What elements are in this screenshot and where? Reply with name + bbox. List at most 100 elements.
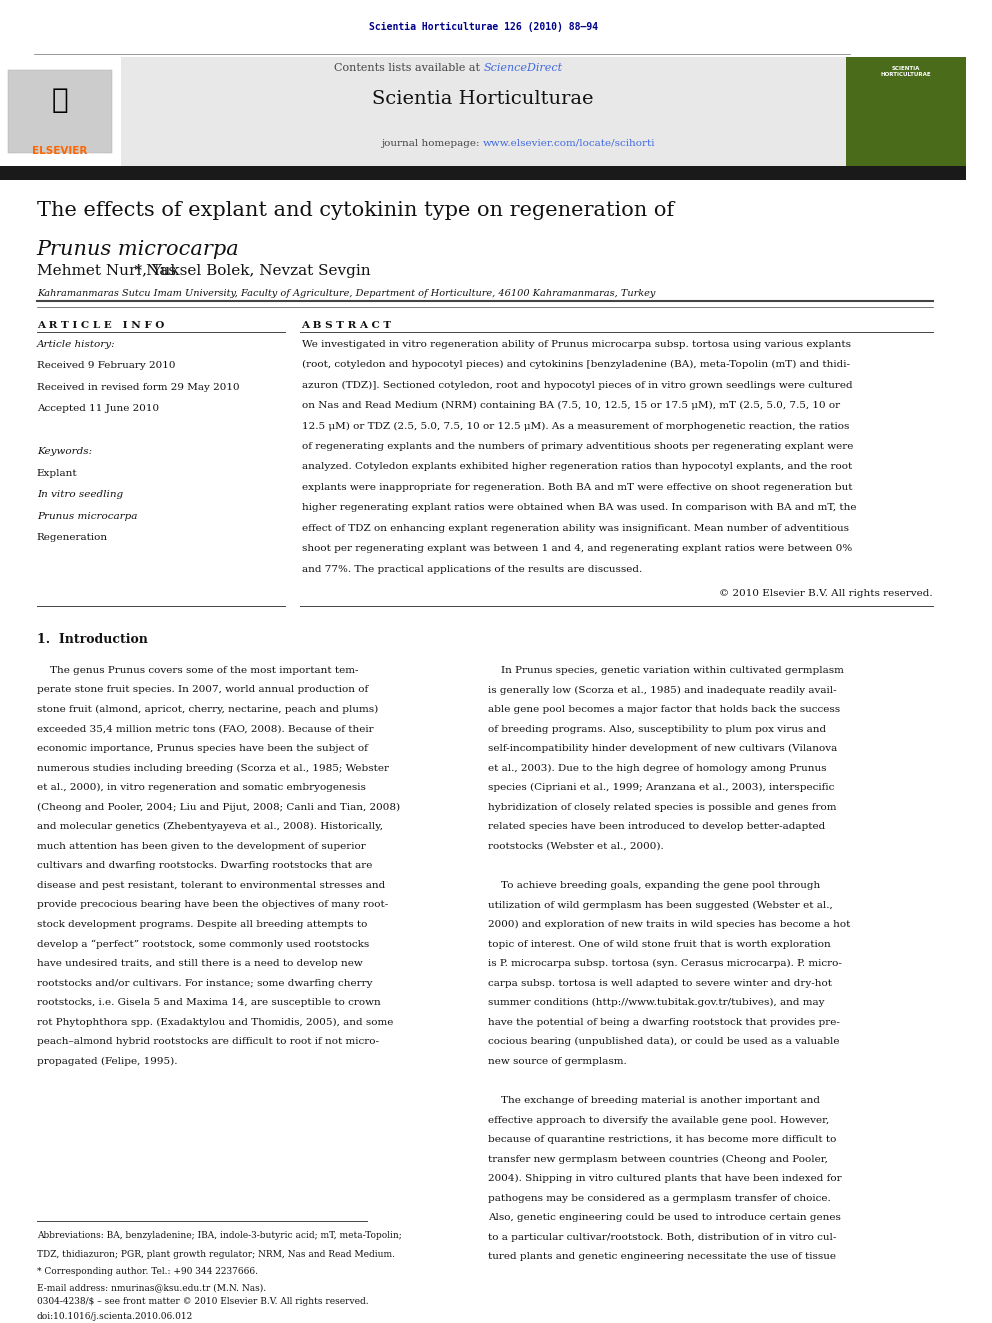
- Text: stock development programs. Despite all breeding attempts to: stock development programs. Despite all …: [37, 919, 367, 929]
- Text: and 77%. The practical applications of the results are discussed.: and 77%. The practical applications of t…: [302, 565, 642, 574]
- Bar: [8, 70, 112, 153]
- Text: Mehmet Nuri Nas: Mehmet Nuri Nas: [37, 265, 176, 278]
- Text: stone fruit (almond, apricot, cherry, nectarine, peach and plums): stone fruit (almond, apricot, cherry, ne…: [37, 705, 378, 714]
- Text: Scientia Horticulturae 126 (2010) 88–94: Scientia Horticulturae 126 (2010) 88–94: [369, 22, 598, 33]
- Text: ScienceDirect: ScienceDirect: [483, 64, 562, 73]
- Text: et al., 2003). Due to the high degree of homology among Prunus: et al., 2003). Due to the high degree of…: [488, 763, 826, 773]
- Bar: [121, 57, 845, 167]
- Text: We investigated in vitro regeneration ability of Prunus microcarpa subsp. tortos: We investigated in vitro regeneration ab…: [302, 340, 850, 348]
- Text: Scientia Horticulturae: Scientia Horticulturae: [372, 90, 594, 108]
- Text: (root, cotyledon and hypocotyl pieces) and cytokinins [benzyladenine (BA), meta-: (root, cotyledon and hypocotyl pieces) a…: [302, 360, 849, 369]
- Text: Kahramanmaras Sutcu Imam University, Faculty of Agriculture, Department of Horti: Kahramanmaras Sutcu Imam University, Fac…: [37, 290, 655, 298]
- Text: on Nas and Read Medium (NRM) containing BA (7.5, 10, 12.5, 15 or 17.5 μM), mT (2: on Nas and Read Medium (NRM) containing …: [302, 401, 839, 410]
- Text: E-mail address: nmurinas@ksu.edu.tr (M.N. Nas).: E-mail address: nmurinas@ksu.edu.tr (M.N…: [37, 1283, 266, 1291]
- Text: related species have been introduced to develop better-adapted: related species have been introduced to …: [488, 823, 825, 831]
- Text: effective approach to diversify the available gene pool. However,: effective approach to diversify the avai…: [488, 1115, 829, 1125]
- Text: © 2010 Elsevier B.V. All rights reserved.: © 2010 Elsevier B.V. All rights reserved…: [719, 589, 932, 598]
- Text: Received 9 February 2010: Received 9 February 2010: [37, 361, 176, 370]
- Bar: [0, 167, 966, 180]
- Text: TDZ, thidiazuron; PGR, plant growth regulator; NRM, Nas and Read Medium.: TDZ, thidiazuron; PGR, plant growth regu…: [37, 1250, 395, 1258]
- Text: journal homepage:: journal homepage:: [382, 139, 483, 148]
- Text: Also, genetic engineering could be used to introduce certain genes: Also, genetic engineering could be used …: [488, 1213, 841, 1222]
- Text: In Prunus species, genetic variation within cultivated germplasm: In Prunus species, genetic variation wit…: [488, 665, 844, 675]
- Text: The genus Prunus covers some of the most important tem-: The genus Prunus covers some of the most…: [37, 665, 358, 675]
- Text: In vitro seedling: In vitro seedling: [37, 491, 123, 499]
- Text: 0304-4238/$ – see front matter © 2010 Elsevier B.V. All rights reserved.: 0304-4238/$ – see front matter © 2010 El…: [37, 1298, 368, 1306]
- Text: et al., 2000), in vitro regeneration and somatic embryogenesis: et al., 2000), in vitro regeneration and…: [37, 783, 366, 792]
- Text: utilization of wild germplasm has been suggested (Webster et al.,: utilization of wild germplasm has been s…: [488, 901, 833, 910]
- Text: Keywords:: Keywords:: [37, 447, 92, 456]
- Text: 2004). Shipping in vitro cultured plants that have been indexed for: 2004). Shipping in vitro cultured plants…: [488, 1175, 841, 1183]
- Bar: [0, 57, 121, 167]
- Text: ELSEVIER: ELSEVIER: [32, 146, 87, 156]
- Text: *, Yuksel Bolek, Nevzat Sevgin: *, Yuksel Bolek, Nevzat Sevgin: [37, 265, 370, 278]
- Text: tured plants and genetic engineering necessitate the use of tissue: tured plants and genetic engineering nec…: [488, 1253, 836, 1261]
- Text: because of quarantine restrictions, it has become more difficult to: because of quarantine restrictions, it h…: [488, 1135, 836, 1144]
- Text: Abbreviations: BA, benzyladenine; IBA, indole-3-butyric acid; mT, meta-Topolin;: Abbreviations: BA, benzyladenine; IBA, i…: [37, 1232, 402, 1240]
- Text: peach–almond hybrid rootstocks are difficult to root if not micro-: peach–almond hybrid rootstocks are diffi…: [37, 1037, 379, 1046]
- Text: To achieve breeding goals, expanding the gene pool through: To achieve breeding goals, expanding the…: [488, 881, 820, 890]
- Text: Received in revised form 29 May 2010: Received in revised form 29 May 2010: [37, 382, 239, 392]
- Text: species (Cipriani et al., 1999; Aranzana et al., 2003), interspecific: species (Cipriani et al., 1999; Aranzana…: [488, 783, 834, 792]
- Text: A B S T R A C T: A B S T R A C T: [302, 321, 392, 329]
- Text: numerous studies including breeding (Scorza et al., 1985; Webster: numerous studies including breeding (Sco…: [37, 763, 389, 773]
- Text: carpa subsp. tortosa is well adapted to severe winter and dry-hot: carpa subsp. tortosa is well adapted to …: [488, 979, 832, 988]
- Text: much attention has been given to the development of superior: much attention has been given to the dev…: [37, 841, 365, 851]
- Text: 2000) and exploration of new traits in wild species has become a hot: 2000) and exploration of new traits in w…: [488, 919, 850, 929]
- Text: Prunus microcarpa: Prunus microcarpa: [37, 241, 239, 259]
- Text: SCIENTIA
HORTICULTURAE: SCIENTIA HORTICULTURAE: [881, 66, 931, 77]
- Text: perate stone fruit species. In 2007, world annual production of: perate stone fruit species. In 2007, wor…: [37, 685, 368, 695]
- Text: economic importance, Prunus species have been the subject of: economic importance, Prunus species have…: [37, 744, 368, 753]
- Text: disease and pest resistant, tolerant to environmental stresses and: disease and pest resistant, tolerant to …: [37, 881, 385, 890]
- Text: summer conditions (http://www.tubitak.gov.tr/tubives), and may: summer conditions (http://www.tubitak.go…: [488, 999, 824, 1007]
- Text: 12.5 μM) or TDZ (2.5, 5.0, 7.5, 10 or 12.5 μM). As a measurement of morphogeneti: 12.5 μM) or TDZ (2.5, 5.0, 7.5, 10 or 12…: [302, 422, 849, 430]
- Text: * Corresponding author. Tel.: +90 344 2237666.: * Corresponding author. Tel.: +90 344 22…: [37, 1267, 258, 1275]
- Text: hybridization of closely related species is possible and genes from: hybridization of closely related species…: [488, 803, 836, 812]
- Text: is generally low (Scorza et al., 1985) and inadequate readily avail-: is generally low (Scorza et al., 1985) a…: [488, 685, 836, 695]
- Text: transfer new germplasm between countries (Cheong and Pooler,: transfer new germplasm between countries…: [488, 1155, 828, 1164]
- Text: Article history:: Article history:: [37, 340, 115, 348]
- Text: Prunus microcarpa: Prunus microcarpa: [37, 512, 137, 521]
- Text: of regenerating explants and the numbers of primary adventitious shoots per rege: of regenerating explants and the numbers…: [302, 442, 853, 451]
- Text: exceeded 35,4 million metric tons (FAO, 2008). Because of their: exceeded 35,4 million metric tons (FAO, …: [37, 725, 373, 733]
- Text: The exchange of breeding material is another important and: The exchange of breeding material is ano…: [488, 1095, 820, 1105]
- Text: Contents lists available at: Contents lists available at: [333, 64, 483, 73]
- Text: have undesired traits, and still there is a need to develop new: have undesired traits, and still there i…: [37, 959, 362, 968]
- Text: shoot per regenerating explant was between 1 and 4, and regenerating explant rat: shoot per regenerating explant was betwe…: [302, 544, 852, 553]
- Text: The effects of explant and cytokinin type on regeneration of: The effects of explant and cytokinin typ…: [37, 201, 681, 220]
- Text: is P. microcarpa subsp. tortosa (syn. Cerasus microcarpa). P. micro-: is P. microcarpa subsp. tortosa (syn. Ce…: [488, 959, 842, 968]
- Text: provide precocious bearing have been the objectives of many root-: provide precocious bearing have been the…: [37, 901, 388, 909]
- Text: (Cheong and Pooler, 2004; Liu and Pijut, 2008; Canli and Tian, 2008): (Cheong and Pooler, 2004; Liu and Pijut,…: [37, 803, 400, 812]
- Text: azuron (TDZ)]. Sectioned cotyledon, root and hypocotyl pieces of in vitro grown : azuron (TDZ)]. Sectioned cotyledon, root…: [302, 381, 852, 389]
- Text: topic of interest. One of wild stone fruit that is worth exploration: topic of interest. One of wild stone fru…: [488, 939, 830, 949]
- Text: www.elsevier.com/locate/scihorti: www.elsevier.com/locate/scihorti: [483, 139, 656, 148]
- Text: pathogens may be considered as a germplasm transfer of choice.: pathogens may be considered as a germpla…: [488, 1193, 830, 1203]
- Text: cocious bearing (unpublished data), or could be used as a valuable: cocious bearing (unpublished data), or c…: [488, 1037, 839, 1046]
- Text: propagated (Felipe, 1995).: propagated (Felipe, 1995).: [37, 1057, 178, 1066]
- Text: of breeding programs. Also, susceptibility to plum pox virus and: of breeding programs. Also, susceptibili…: [488, 725, 826, 733]
- Text: rootstocks, i.e. Gisela 5 and Maxima 14, are susceptible to crown: rootstocks, i.e. Gisela 5 and Maxima 14,…: [37, 999, 381, 1007]
- Text: to a particular cultivar/rootstock. Both, distribution of in vitro cul-: to a particular cultivar/rootstock. Both…: [488, 1233, 836, 1242]
- Text: Explant: Explant: [37, 468, 77, 478]
- Text: Accepted 11 June 2010: Accepted 11 June 2010: [37, 404, 159, 413]
- Text: and molecular genetics (Zhebentyayeva et al., 2008). Historically,: and molecular genetics (Zhebentyayeva et…: [37, 823, 383, 831]
- Text: A R T I C L E   I N F O: A R T I C L E I N F O: [37, 321, 164, 329]
- Text: self-incompatibility hinder development of new cultivars (Vilanova: self-incompatibility hinder development …: [488, 744, 837, 753]
- Text: higher regenerating explant ratios were obtained when BA was used. In comparison: higher regenerating explant ratios were …: [302, 503, 856, 512]
- Text: cultivars and dwarfing rootstocks. Dwarfing rootstocks that are: cultivars and dwarfing rootstocks. Dwarf…: [37, 861, 372, 871]
- Text: effect of TDZ on enhancing explant regeneration ability was insignificant. Mean : effect of TDZ on enhancing explant regen…: [302, 524, 848, 533]
- Text: rootstocks and/or cultivars. For instance; some dwarfing cherry: rootstocks and/or cultivars. For instanc…: [37, 979, 372, 988]
- Text: have the potential of being a dwarfing rootstock that provides pre-: have the potential of being a dwarfing r…: [488, 1017, 840, 1027]
- Bar: [845, 57, 966, 167]
- Text: explants were inappropriate for regeneration. Both BA and mT were effective on s: explants were inappropriate for regenera…: [302, 483, 852, 492]
- Text: develop a “perfect” rootstock, some commonly used rootstocks: develop a “perfect” rootstock, some comm…: [37, 939, 369, 949]
- Text: new source of germplasm.: new source of germplasm.: [488, 1057, 627, 1066]
- Text: Regeneration: Regeneration: [37, 533, 108, 542]
- Text: 1.  Introduction: 1. Introduction: [37, 632, 148, 646]
- Text: doi:10.1016/j.scienta.2010.06.012: doi:10.1016/j.scienta.2010.06.012: [37, 1312, 193, 1320]
- Text: rot Phytophthora spp. (Exadaktylou and Thomidis, 2005), and some: rot Phytophthora spp. (Exadaktylou and T…: [37, 1017, 393, 1027]
- Text: analyzed. Cotyledon explants exhibited higher regeneration ratios than hypocotyl: analyzed. Cotyledon explants exhibited h…: [302, 463, 852, 471]
- Text: able gene pool becomes a major factor that holds back the success: able gene pool becomes a major factor th…: [488, 705, 840, 714]
- Text: 🌳: 🌳: [52, 86, 68, 114]
- Text: rootstocks (Webster et al., 2000).: rootstocks (Webster et al., 2000).: [488, 841, 664, 851]
